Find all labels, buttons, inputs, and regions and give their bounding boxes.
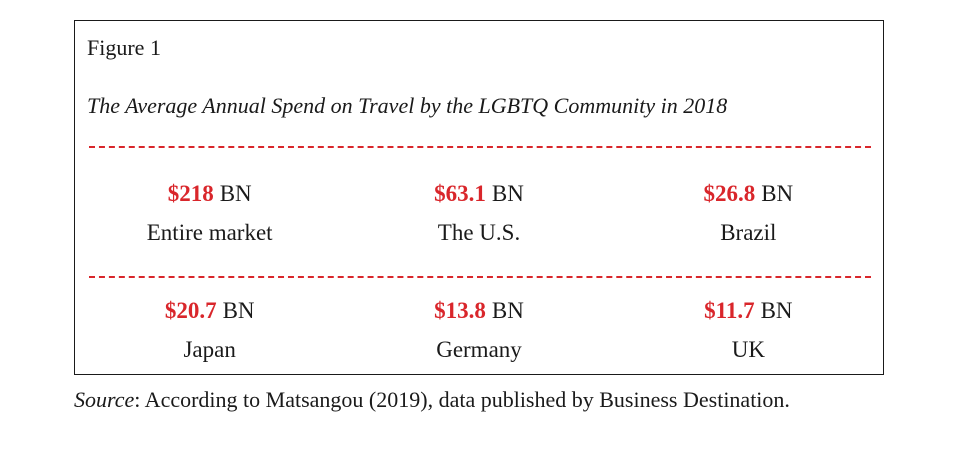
stats-row-2: $20.7 BN Japan $13.8 BN Germany $11.7 BN UK xyxy=(75,296,883,365)
stat-unit: BN xyxy=(491,298,524,323)
stat-value-line: $26.8 BN xyxy=(614,179,883,209)
figure-title: The Average Annual Spend on Travel by th… xyxy=(87,93,728,118)
dashed-divider-top xyxy=(89,146,871,148)
stat-value: $26.8 xyxy=(703,181,756,206)
stat-unit: BN xyxy=(760,298,793,323)
stat-value-line: $20.7 BN xyxy=(75,296,344,326)
stat-name: Brazil xyxy=(720,220,777,245)
stat-value: $218 xyxy=(167,181,214,206)
dashed-divider-middle xyxy=(89,276,871,278)
stat-value: $20.7 xyxy=(164,298,217,323)
figure-label: Figure 1 xyxy=(87,35,161,60)
stats-row-1: $218 BN Entire market $63.1 BN The U.S. $2… xyxy=(75,179,883,248)
stat-entire-market: $218 BN Entire market xyxy=(75,179,344,248)
stat-name: Japan xyxy=(183,337,236,362)
figure-box: Figure 1 The Average Annual Spend on Tra… xyxy=(74,20,884,375)
stat-value-line: $13.8 BN xyxy=(344,296,613,326)
stat-uk: $11.7 BN UK xyxy=(614,296,883,365)
stat-name: The U.S. xyxy=(437,220,521,245)
stat-value: $13.8 xyxy=(434,298,486,323)
stat-value: $63.1 xyxy=(434,181,486,206)
stat-value-line: $218 BN xyxy=(75,179,344,209)
stat-value-line: $11.7 BN xyxy=(614,296,883,326)
stat-name: Entire market xyxy=(146,220,273,245)
stat-value: $11.7 xyxy=(704,298,755,323)
stat-name: UK xyxy=(731,337,765,362)
stat-name: Germany xyxy=(436,337,522,362)
stat-brazil: $26.8 BN Brazil xyxy=(614,179,883,248)
stat-unit: BN xyxy=(222,298,255,323)
stat-unit: BN xyxy=(219,181,252,206)
stat-value-line: $63.1 BN xyxy=(344,179,613,209)
stat-japan: $20.7 BN Japan xyxy=(75,296,344,365)
stat-germany: $13.8 BN Germany xyxy=(344,296,613,365)
stat-unit: BN xyxy=(761,181,794,206)
stat-unit: BN xyxy=(491,181,524,206)
stat-us: $63.1 BN The U.S. xyxy=(344,179,613,248)
source-label: Source xyxy=(74,387,135,412)
source-text: : According to Matsangou (2019), data pu… xyxy=(134,387,790,412)
source-note: Source: According to Matsangou (2019), d… xyxy=(74,385,886,415)
